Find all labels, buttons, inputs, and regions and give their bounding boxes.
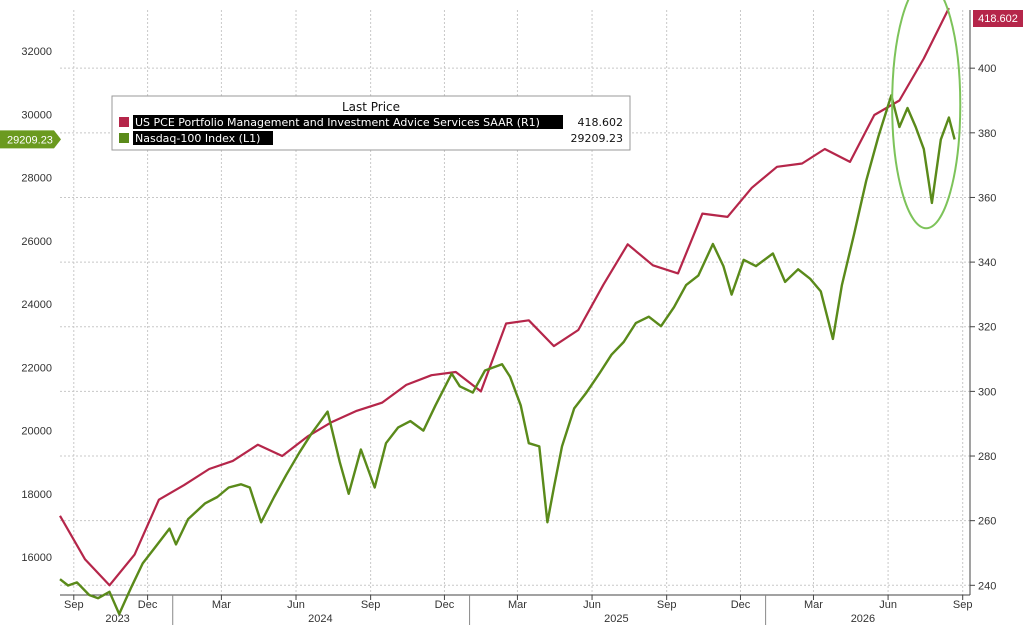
left-tick-label: 16000 xyxy=(21,552,52,564)
year-label: 2023 xyxy=(105,613,129,625)
right-tick-label: 400 xyxy=(978,63,996,75)
legend-label-bg-pce xyxy=(133,115,563,129)
left-tick-label: 28000 xyxy=(21,173,52,185)
x-tick-label: Sep xyxy=(953,599,973,611)
highlight-ellipse xyxy=(891,0,962,230)
x-tick-label: Mar xyxy=(508,599,527,611)
left-tick-label: 30000 xyxy=(21,109,52,121)
right-tick-label: 280 xyxy=(978,451,996,463)
axes xyxy=(60,10,971,596)
right-axis-ticks: 240 260 280 300 320 340 360 380 400 xyxy=(970,63,996,592)
x-tick-label: Dec xyxy=(138,599,158,611)
left-tick-label: 18000 xyxy=(21,489,52,501)
legend-label-bg-nasdaq xyxy=(133,131,273,145)
right-tick-label: 360 xyxy=(978,192,996,204)
x-tick-label: Dec xyxy=(731,599,751,611)
right-tick-label: 320 xyxy=(978,322,996,334)
x-tick-label: Jun xyxy=(879,599,897,611)
left-tick-label: 20000 xyxy=(21,426,52,438)
series-line-nasdaq xyxy=(59,94,956,616)
x-tick-label: Sep xyxy=(64,599,84,611)
annotations xyxy=(891,0,962,230)
x-tick-label: Dec xyxy=(435,599,455,611)
legend-swatch-nasdaq xyxy=(119,133,129,143)
left-tick-label: 26000 xyxy=(21,236,52,248)
right-tick-label: 380 xyxy=(978,128,996,140)
year-label: 2025 xyxy=(604,613,628,625)
left-tick-label: 24000 xyxy=(21,299,52,311)
last-value-tag-right-bg xyxy=(973,10,1023,27)
series xyxy=(59,7,956,616)
last-value-tag-left-text: 29209.23 xyxy=(7,134,53,146)
left-tick-label: 22000 xyxy=(21,362,52,374)
legend-title: Last Price xyxy=(342,100,400,114)
last-value-tag-right-text: 418.602 xyxy=(978,13,1018,25)
year-label: 2026 xyxy=(851,613,875,625)
x-tick-label: Mar xyxy=(212,599,231,611)
last-value-tag-left: 29209.23 xyxy=(0,130,61,149)
x-axis-ticks: Sep Dec Mar Jun Sep Dec Mar Jun Sep Dec Mar Jun Sep 2… xyxy=(64,595,972,625)
right-tick-label: 340 xyxy=(978,257,996,269)
legend-value-pce: 418.602 xyxy=(578,116,624,129)
last-value-tag-right: 418.602 xyxy=(973,10,1023,27)
x-tick-label: Jun xyxy=(583,599,601,611)
legend-label-pce: US PCE Portfolio Management and Investme… xyxy=(135,116,540,129)
x-tick-label: Sep xyxy=(361,599,381,611)
x-tick-label: Sep xyxy=(657,599,677,611)
x-tick-label: Mar xyxy=(804,599,823,611)
left-axis-ticks: 16000 18000 20000 22000 24000 26000 28000 30000… xyxy=(21,46,52,564)
right-tick-label: 240 xyxy=(978,580,996,592)
series-line-pce xyxy=(59,7,950,587)
right-tick-label: 300 xyxy=(978,386,996,398)
last-value-tag-left-bg xyxy=(0,130,61,149)
right-tick-label: 260 xyxy=(978,516,996,528)
legend-swatch-pce xyxy=(119,117,129,127)
legend: Last Price US PCE Portfolio Management a… xyxy=(111,95,631,151)
legend-value-nasdaq: 29209.23 xyxy=(571,132,624,145)
left-tick-label: 32000 xyxy=(21,46,52,58)
x-tick-label: Jun xyxy=(287,599,305,611)
legend-label-nasdaq: Nasdaq-100 Index (L1) xyxy=(135,132,260,145)
year-label: 2024 xyxy=(308,613,332,625)
